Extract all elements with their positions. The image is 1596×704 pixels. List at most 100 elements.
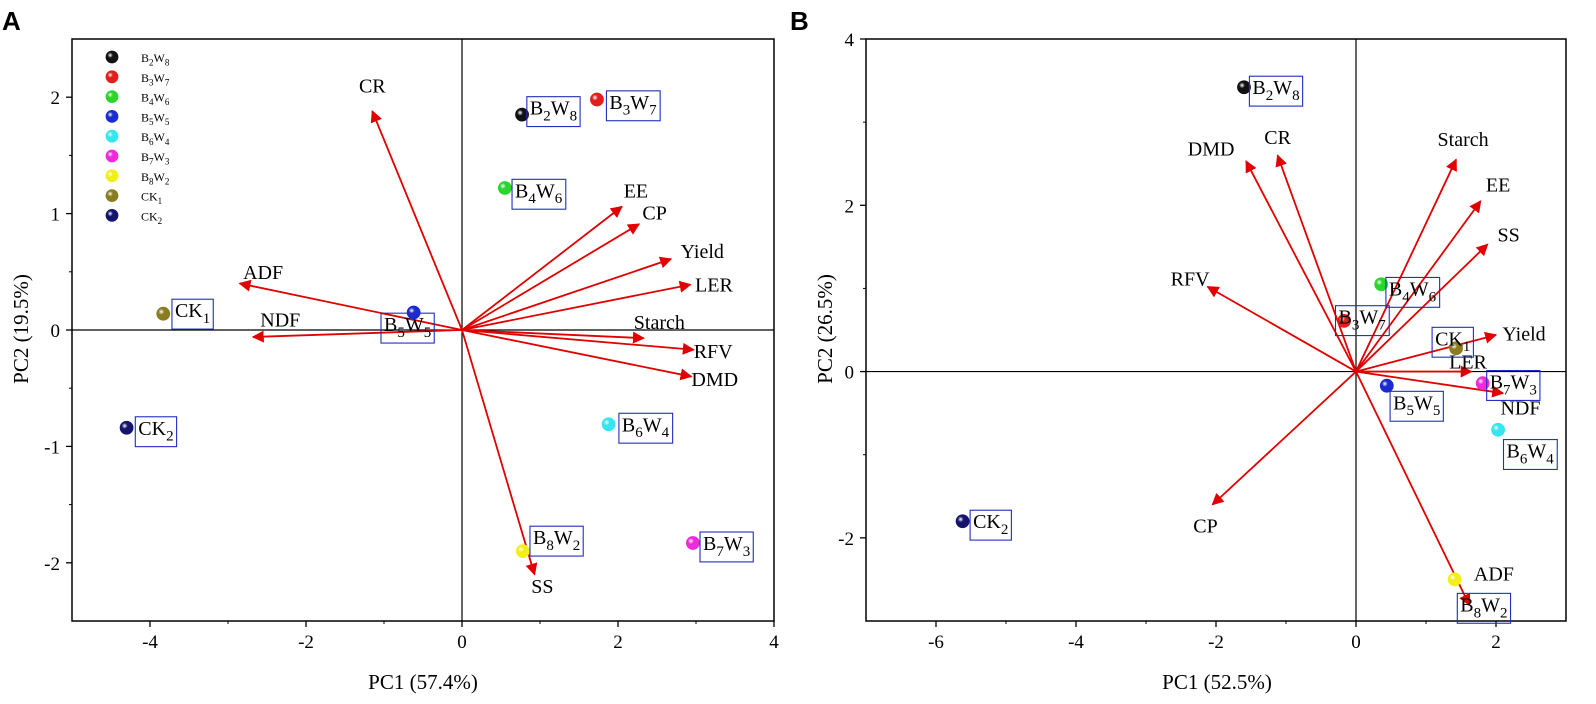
vector-arrow-cr	[1275, 154, 1357, 372]
point-label-ck1: CK1	[1431, 326, 1474, 358]
point-label-b3w7: B3W7	[1334, 305, 1390, 337]
legend-marker-b7w3	[105, 149, 119, 163]
point-b8w2	[515, 544, 530, 559]
point-label-box	[1431, 326, 1474, 358]
legend-marker-ck1	[105, 189, 119, 203]
point-label-b8w2: B8W2	[1456, 592, 1512, 624]
panel-b-x-axis-title: PC1 (52.5%)	[1162, 670, 1272, 694]
vector-label-adf: ADF	[1474, 564, 1514, 586]
vector-label-ee: EE	[624, 180, 648, 202]
legend-marker-b6w4	[105, 129, 119, 143]
svg-text:CK2: CK2	[973, 511, 1008, 538]
point-label-box	[380, 312, 435, 344]
point-label-box	[618, 412, 674, 444]
svg-text:B3W7: B3W7	[1339, 307, 1387, 334]
vector-label-cr: CR	[359, 76, 386, 98]
vector-arrow-ler	[461, 280, 692, 331]
legend-marker-b3w7	[105, 70, 119, 84]
point-ck2	[119, 420, 134, 435]
legend-label-b3w7: B3W7	[141, 71, 170, 88]
svg-text:B2W8: B2W8	[530, 98, 577, 125]
legend-label-b8w2: B8W2	[141, 170, 169, 187]
legend-label-b5w5: B5W5	[141, 110, 170, 127]
legend: B2W8 B3W7 B4W6 B5W5 B6W4 B7W3 B8W2 CK1 CK2	[105, 50, 170, 226]
point-label-b7w3: B7W3	[1486, 369, 1541, 401]
point-label-b4w6: B4W6	[1385, 276, 1441, 308]
vector-label-ee: EE	[1486, 175, 1510, 197]
svg-text:B8W2: B8W2	[1460, 594, 1507, 621]
svg-text:B6W4: B6W4	[622, 414, 670, 441]
point-b6w4	[601, 417, 616, 432]
svg-text:CK2: CK2	[138, 418, 173, 445]
vector-label-adf: ADF	[243, 262, 283, 284]
vector-label-dmd: DMD	[691, 369, 738, 391]
vector-arrow-cp	[1211, 370, 1357, 506]
panel-b-y-axis-title: PC2 (26.5%)	[813, 274, 837, 384]
svg-text:B6W4: B6W4	[141, 130, 170, 147]
vector-arrow-cr	[370, 110, 463, 331]
point-label-box	[1389, 390, 1444, 422]
vector-label-yield: Yield	[681, 241, 724, 263]
point-label-box	[511, 178, 567, 210]
vector-label-ndf: NDF	[260, 310, 300, 332]
legend-marker-b2w8	[105, 50, 119, 64]
vector-label-cp: CP	[1193, 515, 1217, 537]
legend-label-ck1: CK1	[141, 190, 162, 207]
legend-marker-ck2	[105, 208, 119, 222]
point-label-box	[1456, 592, 1512, 624]
legend-marker-b5w5	[105, 110, 119, 123]
x-tick-label: 2	[613, 632, 623, 653]
legend-marker-b8w2	[105, 169, 119, 183]
vector-label-starch: Starch	[634, 312, 685, 334]
svg-text:CK1: CK1	[141, 190, 162, 207]
vector-arrow-dmd	[461, 329, 693, 381]
point-label-box	[134, 416, 178, 448]
vector-arrow-cp	[461, 223, 641, 331]
legend-marker-b4w6	[105, 90, 119, 103]
point-label-box	[969, 509, 1012, 541]
point-label-box	[1486, 369, 1541, 401]
legend-label-b7w3: B7W3	[141, 150, 170, 167]
point-label-box	[1248, 75, 1304, 107]
point-label-box	[1502, 439, 1558, 470]
point-label-box	[1334, 305, 1390, 337]
point-ck2	[955, 514, 970, 529]
point-label-box	[529, 525, 584, 557]
panel-b-letter: B	[790, 6, 809, 36]
legend-label-b2w8: B2W8	[141, 51, 170, 68]
vector-arrow-ee	[461, 205, 623, 331]
point-label-b8w2: B8W2	[529, 525, 584, 557]
svg-text:B4W6: B4W6	[515, 180, 563, 207]
point-b7w3	[1475, 376, 1490, 391]
vector-arrow-rfv	[461, 329, 695, 355]
svg-text:B7W3: B7W3	[703, 533, 750, 560]
vector-label-ler: LER	[695, 275, 733, 297]
y-tick-label: 0	[51, 321, 61, 342]
point-b4w6	[1374, 277, 1389, 292]
svg-text:CK2: CK2	[141, 209, 162, 226]
point-label-b5w5: B5W5	[1389, 390, 1444, 422]
svg-text:B5W5: B5W5	[141, 110, 170, 127]
point-label-ck1: CK1	[171, 298, 214, 330]
x-tick-label: 0	[1351, 632, 1361, 653]
x-tick-label: -4	[142, 632, 158, 653]
point-b5w5	[406, 305, 421, 320]
point-label-b2w8: B2W8	[526, 96, 581, 128]
x-tick-label: 2	[1491, 632, 1501, 653]
y-tick-label: 1	[51, 205, 61, 226]
vector-arrow-ee	[1355, 200, 1482, 373]
x-tick-label: -4	[1068, 632, 1084, 653]
panel-a-x-axis-title: PC1 (57.4%)	[368, 670, 478, 694]
svg-text:B3W7: B3W7	[609, 92, 657, 119]
y-tick-label: -1	[44, 437, 60, 458]
point-label-b3w7: B3W7	[605, 90, 661, 122]
y-tick-label: 4	[845, 30, 855, 51]
point-label-box	[605, 90, 661, 122]
point-label-box	[526, 96, 581, 128]
x-tick-label: -2	[298, 632, 314, 653]
point-label-b7w3: B7W3	[699, 531, 754, 563]
